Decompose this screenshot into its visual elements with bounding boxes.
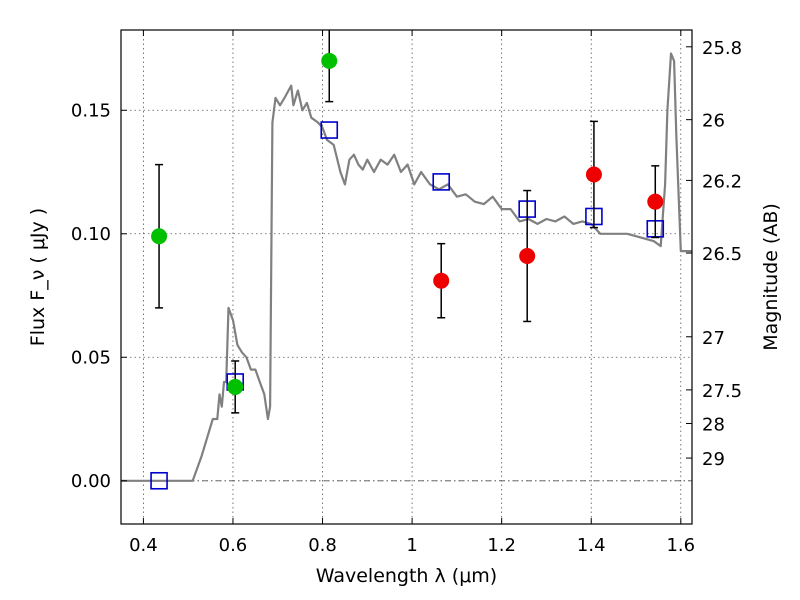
grid-lines — [121, 30, 692, 524]
y-tick-label: 0.10 — [71, 224, 111, 245]
y-tick-label: 0.00 — [71, 471, 111, 492]
y2-tick-label: 27 — [702, 328, 725, 349]
y2-tick-label: 28 — [702, 414, 725, 435]
y-tick-label: 0.05 — [71, 347, 111, 368]
model-flux-square — [150, 471, 168, 490]
axis-ticks: 0.4 0.6 0.8 1 1.2 1.4 1.6 0.00 0.05 0.10 0.15 25.8 2… — [71, 30, 742, 556]
x-tick-label: 1.4 — [577, 535, 606, 556]
observed-flux-point — [519, 248, 536, 265]
y2-tick-label: 26.5 — [702, 244, 742, 265]
observed-flux-point — [433, 272, 450, 289]
plot-frame — [120, 29, 693, 525]
y2-tick-label: 27.5 — [702, 381, 742, 402]
x-tick-label: 1 — [406, 535, 417, 556]
y2-tick-label: 26 — [702, 111, 725, 132]
y2-tick-label: 25.8 — [702, 38, 742, 59]
y-tick-label: 0.15 — [71, 100, 111, 121]
x-tick-label: 0.4 — [129, 535, 158, 556]
model-flux-square — [432, 173, 451, 191]
model-spectrum-line — [121, 52, 692, 482]
x-tick-label: 0.6 — [219, 535, 248, 556]
x-tick-label: 1.2 — [487, 535, 516, 556]
plot-area — [121, 30, 692, 490]
y2-axis-label: Magnitude (AB) — [760, 203, 782, 351]
observed-flux-point — [647, 193, 664, 210]
y2-tick-label: 26.2 — [702, 171, 742, 192]
y-axis-label: Flux F_ν ( μJy ) — [27, 208, 49, 346]
observed-flux-point — [585, 166, 602, 183]
y2-tick-label: 29 — [702, 449, 725, 470]
observed-flux-point — [321, 52, 338, 69]
observed-flux-point — [151, 228, 168, 245]
model-flux-square — [320, 121, 339, 139]
x-tick-label: 1.6 — [666, 535, 695, 556]
x-axis-label: Wavelength λ (μm) — [316, 565, 497, 587]
observed-flux-point — [227, 378, 244, 395]
x-tick-label: 0.8 — [308, 535, 337, 556]
